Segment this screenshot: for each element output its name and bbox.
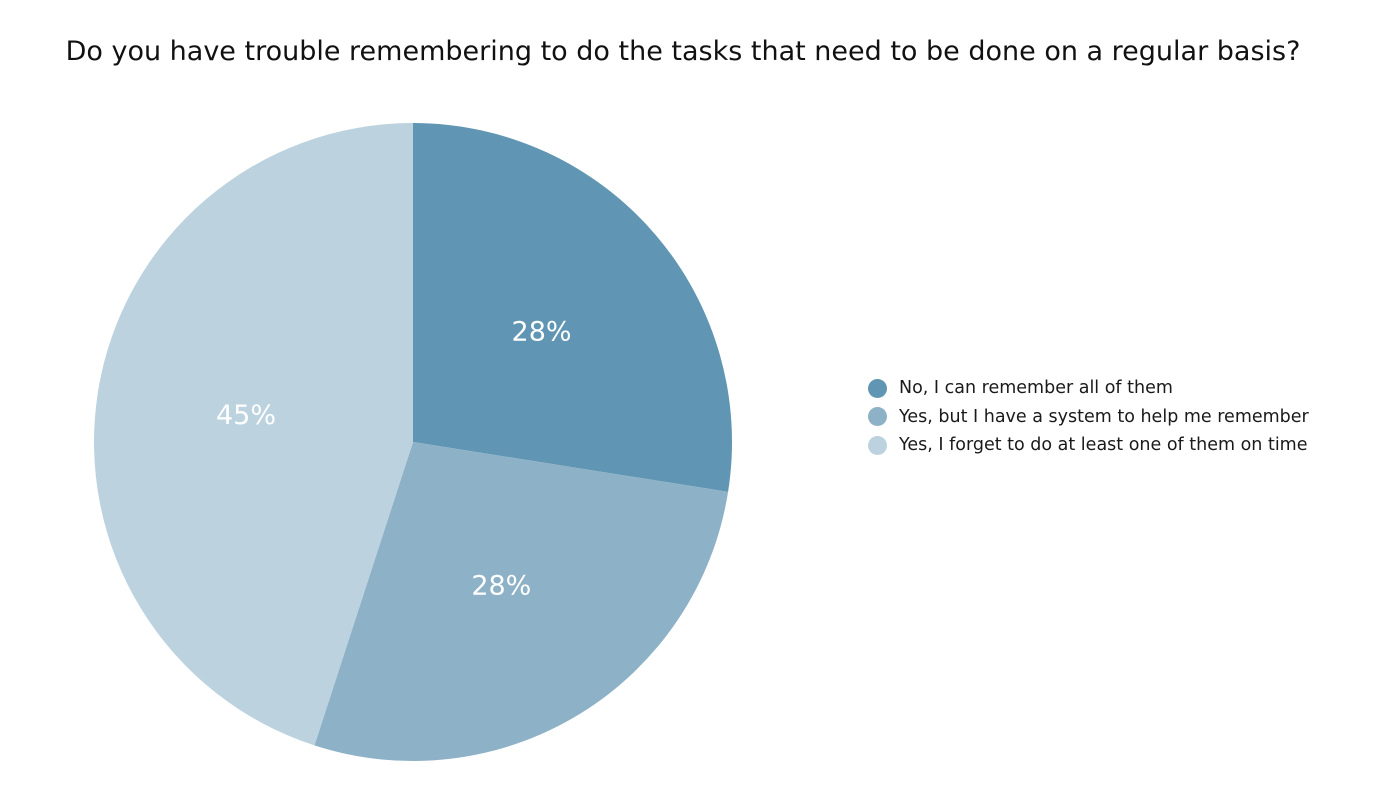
- chart-title: Do you have trouble remembering to do th…: [65, 36, 1301, 67]
- slice-label-2: 28%: [471, 571, 531, 602]
- legend-item-1[interactable]: No, I can remember all of them: [868, 374, 1309, 403]
- slice-label-1: 28%: [512, 317, 572, 348]
- pie-slice-labels: 28% 28% 45%: [216, 317, 572, 602]
- legend-label-2: Yes, but I have a system to help me reme…: [899, 406, 1309, 427]
- pie-slice-3[interactable]: [94, 123, 414, 746]
- legend-label-1: No, I can remember all of them: [899, 378, 1173, 399]
- pie-slice-1[interactable]: [413, 123, 732, 492]
- legend-swatch-2: [868, 407, 887, 427]
- pie-slice-2[interactable]: [314, 442, 729, 761]
- pie-slices: [94, 123, 732, 761]
- legend-item-2[interactable]: Yes, but I have a system to help me reme…: [868, 403, 1309, 432]
- legend-swatch-1: [868, 378, 887, 398]
- legend: No, I can remember all of them Yes, but …: [868, 374, 1309, 460]
- legend-label-3: Yes, I forget to do at least one of them…: [899, 435, 1308, 456]
- slice-label-3: 45%: [216, 400, 276, 431]
- legend-swatch-3: [868, 435, 887, 455]
- legend-item-3[interactable]: Yes, I forget to do at least one of them…: [868, 431, 1309, 460]
